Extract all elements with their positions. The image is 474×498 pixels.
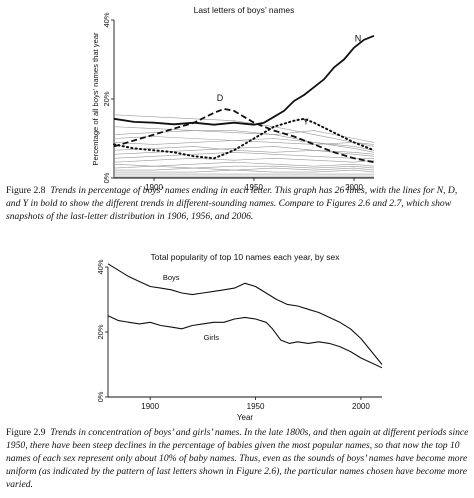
letter-series-line xyxy=(113,146,375,157)
x-tick-label: 1900 xyxy=(141,402,159,411)
y-tick-label: 40% xyxy=(102,12,111,27)
chart-title: Total popularity of top 10 names each ye… xyxy=(150,252,340,262)
x-tick-label: 2000 xyxy=(352,402,370,411)
chart-title: Last letters of boys’ names xyxy=(194,5,295,15)
series-line-girls xyxy=(107,315,383,369)
letter-series-line xyxy=(113,146,375,155)
series-label-boys: Boys xyxy=(163,273,180,282)
letter-series-line xyxy=(113,158,375,163)
series-label-d: D xyxy=(217,93,224,103)
series-line-n xyxy=(113,34,375,126)
x-tick-label: 1950 xyxy=(245,183,263,190)
figure-2-8-caption: Figure 2.8 Trends in percentage of boys’… xyxy=(6,184,470,223)
y-tick-label: 40% xyxy=(96,259,105,274)
series-label-girls: Girls xyxy=(204,333,220,342)
letter-series-line xyxy=(113,161,375,167)
y-tick-label: 0% xyxy=(102,172,111,183)
y-tick-label: 20% xyxy=(96,324,105,339)
figure-2-9-label: Figure 2.9 xyxy=(6,427,46,438)
x-axis-label: Year xyxy=(237,413,254,422)
y-tick-label: 0% xyxy=(96,391,105,402)
series-label-y: Y xyxy=(303,117,309,127)
top10-chart: Total popularity of top 10 names each ye… xyxy=(96,252,383,422)
x-tick-label: 2000 xyxy=(345,183,363,190)
figure-2-9-text: Trends in concentration of boys’ and gir… xyxy=(6,427,469,490)
letter-series-line xyxy=(113,165,375,169)
series-line-y xyxy=(113,117,375,160)
letter-series-line xyxy=(114,169,375,173)
letter-series-line xyxy=(113,136,375,145)
letter-series-line xyxy=(113,126,375,143)
series-line-boys xyxy=(107,263,383,365)
figure-2-8-label: Figure 2.8 xyxy=(6,185,46,196)
series-line-d xyxy=(113,108,375,164)
letter-series-line xyxy=(114,167,375,171)
figure-2-9-caption: Figure 2.9 Trends in concentration of bo… xyxy=(6,426,470,491)
letter-series-line xyxy=(113,152,374,159)
letters-chart: Last letters of boys’ names 1900 1950 2000 0… xyxy=(91,5,375,190)
x-tick-label: 1950 xyxy=(247,402,265,411)
letter-series-line xyxy=(113,114,375,147)
figure-2-8-text: Trends in percentage of boys’ names endi… xyxy=(6,185,458,222)
series-label-n: N xyxy=(355,34,362,44)
y-axis-label: Percentage of all boys’ names that year xyxy=(91,32,100,166)
x-tick-label: 1900 xyxy=(145,183,163,190)
y-tick-label: 20% xyxy=(102,91,111,106)
